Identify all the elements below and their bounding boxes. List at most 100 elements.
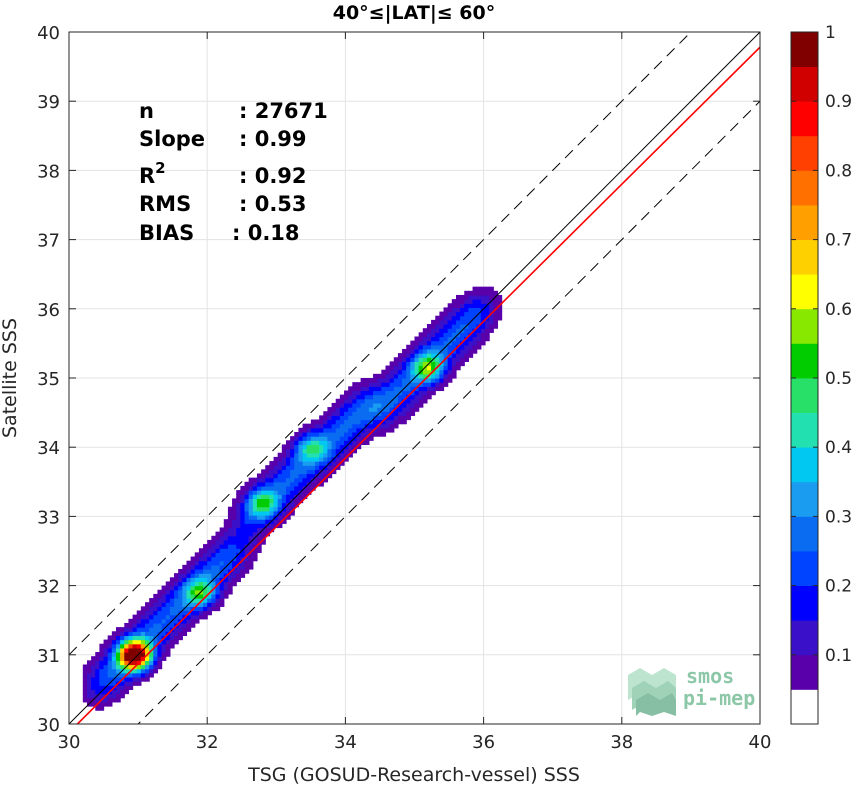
density-cell-795	[265, 469, 270, 475]
density-cell-923	[294, 431, 300, 437]
density-cell-570	[219, 539, 225, 545]
density-cell-1499	[435, 319, 440, 325]
density-cell-771	[261, 502, 266, 508]
y-tick-label-9: 39	[37, 92, 60, 113]
density-cell-900	[290, 456, 295, 462]
density-cell-1006	[315, 431, 320, 437]
density-cell-1626	[464, 299, 469, 304]
density-cell-1139	[348, 411, 353, 416]
density-cell-1345	[402, 394, 407, 400]
density-cell-1572	[451, 315, 457, 321]
density-cell-219	[140, 664, 146, 670]
density-cell-1588	[455, 319, 461, 325]
density-cell-419	[186, 606, 192, 612]
density-cell-1531	[443, 336, 449, 342]
density-cell-265	[149, 622, 154, 628]
density-cell-130	[120, 693, 125, 699]
density-cell-1031	[323, 461, 329, 466]
density-cell-969	[306, 452, 312, 458]
density-cell-719	[248, 490, 254, 495]
density-cell-1355	[402, 353, 407, 358]
density-cell-736	[252, 502, 258, 508]
density-cell-423	[186, 589, 192, 595]
density-cell-1543	[447, 361, 453, 367]
density-cell-1413	[418, 394, 424, 400]
density-cell-1652	[472, 319, 478, 325]
density-cell-206	[136, 647, 142, 653]
density-cell-115	[115, 685, 121, 690]
density-cell-1084	[335, 440, 341, 446]
density-cell-434	[190, 610, 196, 616]
density-cell-264	[149, 627, 154, 632]
density-cell-1009	[315, 419, 320, 425]
density-cell-1374	[406, 344, 411, 350]
density-cell-128	[115, 631, 121, 637]
density-cell-1228	[373, 423, 378, 429]
density-cell-805	[269, 494, 275, 500]
density-cell-760	[256, 477, 262, 483]
density-cell-773	[261, 494, 266, 500]
density-cell-1161	[352, 386, 358, 392]
density-cell-474	[198, 577, 204, 583]
density-cell-695	[244, 502, 250, 508]
density-cell-1393	[414, 407, 420, 412]
density-cell-1293	[389, 407, 395, 412]
density-cell-912	[294, 477, 300, 483]
density-cell-425	[186, 581, 192, 587]
density-cell-650	[236, 515, 241, 520]
density-cell-530	[211, 556, 217, 562]
density-cell-1438	[422, 361, 428, 367]
density-cell-1511	[439, 344, 445, 350]
density-cell-810	[269, 473, 275, 479]
density-cell-981	[310, 469, 316, 475]
density-cell-1708	[489, 307, 494, 313]
density-cell-867	[281, 444, 287, 450]
density-cell-94	[107, 635, 113, 641]
density-cell-1609	[460, 303, 465, 309]
density-cell-863	[281, 461, 287, 466]
density-cell-1503	[439, 378, 445, 383]
density-cell-258	[149, 652, 154, 657]
y-tick-label-2: 32	[37, 577, 60, 598]
density-cell-490	[203, 581, 208, 587]
density-cell-1472	[431, 361, 436, 367]
density-cell-971	[306, 444, 312, 450]
density-cell-1402	[414, 369, 420, 375]
density-cell-447	[190, 556, 196, 562]
density-cell-877	[285, 477, 291, 483]
density-cell-1641	[468, 303, 474, 309]
density-cell-388	[178, 602, 183, 607]
density-cell-197	[132, 614, 138, 620]
density-cell-723	[252, 556, 258, 562]
density-cell-245	[145, 631, 150, 637]
density-cell-1164	[356, 440, 362, 446]
density-cell-1053	[327, 436, 333, 441]
density-cell-564	[219, 564, 225, 570]
density-cell-1515	[439, 328, 445, 333]
density-cell-1323	[397, 415, 403, 421]
density-cell-1237	[373, 386, 378, 392]
density-cell-596	[227, 577, 233, 583]
density-cell-157	[124, 647, 130, 653]
colorbar-tick-label-5: 0.6	[825, 300, 852, 320]
density-cell-949	[302, 465, 308, 470]
density-cell-1007	[315, 427, 320, 433]
density-cell-1082	[335, 448, 341, 454]
density-cell-1459	[426, 344, 432, 350]
density-cell-1011	[319, 477, 324, 483]
density-cell-1551	[447, 328, 453, 333]
density-cell-217	[140, 672, 146, 678]
density-cell-49	[99, 693, 105, 699]
density-cell-599	[227, 564, 233, 570]
density-cell-1244	[377, 419, 382, 425]
density-cell-998	[315, 465, 320, 470]
density-cell-122	[115, 656, 121, 661]
density-cell-781	[265, 527, 270, 533]
density-cell-963	[306, 477, 312, 483]
density-cell-407	[182, 589, 188, 595]
density-cell-1719	[493, 303, 499, 309]
density-cell-320	[161, 614, 167, 620]
density-cell-1492	[435, 348, 440, 354]
density-cell-1566	[451, 340, 457, 346]
density-cell-1527	[443, 353, 449, 358]
